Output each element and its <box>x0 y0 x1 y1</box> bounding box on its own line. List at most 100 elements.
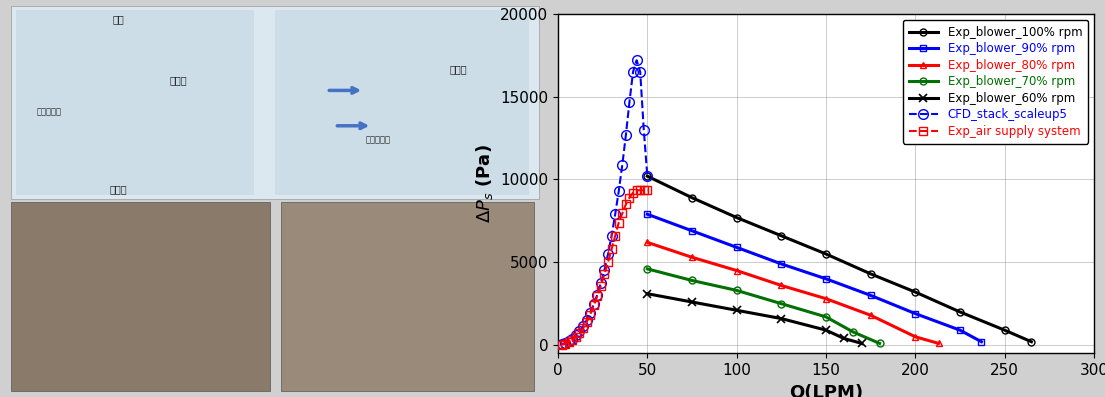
CFD_stack_scaleup5 <box>577 324 590 329</box>
Exp_air supply system <box>619 202 632 207</box>
Exp_blower_80% rpm <box>641 240 654 245</box>
Exp_blower_70% rpm <box>685 278 698 283</box>
Exp_blower_60% rpm <box>838 336 851 341</box>
Exp_blower_90% rpm <box>864 293 877 298</box>
Exp_blower_90% rpm <box>908 311 922 316</box>
CFD_stack_scaleup5 <box>558 341 571 345</box>
Exp_air supply system <box>558 341 571 346</box>
Exp_air supply system <box>623 195 636 200</box>
Exp_blower_70% rpm <box>819 314 833 319</box>
Exp_blower_80% rpm <box>908 334 922 339</box>
Exp_blower_100% rpm <box>730 215 744 220</box>
Exp_blower_60% rpm <box>775 316 788 321</box>
Line: CFD_stack_scaleup5: CFD_stack_scaleup5 <box>557 56 652 349</box>
Exp_blower_80% rpm <box>730 268 744 273</box>
Exp_air supply system <box>555 342 568 347</box>
Exp_blower_80% rpm <box>932 341 945 346</box>
Exp_blower_70% rpm <box>846 330 860 334</box>
Exp_air supply system <box>583 312 597 317</box>
Exp_air supply system <box>630 188 643 193</box>
Exp_blower_90% rpm <box>819 276 833 281</box>
Text: 유량계: 유량계 <box>450 64 467 74</box>
Exp_air supply system <box>562 340 576 345</box>
Exp_air supply system <box>572 331 586 336</box>
Exp_blower_80% rpm <box>819 296 833 301</box>
Legend: Exp_blower_100% rpm, Exp_blower_90% rpm, Exp_blower_80% rpm, Exp_blower_70% rpm,: Exp_blower_100% rpm, Exp_blower_90% rpm,… <box>903 20 1088 144</box>
Exp_air supply system <box>580 320 593 325</box>
Line: Exp_blower_70% rpm: Exp_blower_70% rpm <box>644 266 883 347</box>
Exp_blower_90% rpm <box>641 212 654 217</box>
CFD_stack_scaleup5 <box>580 318 593 323</box>
Line: Exp_blower_60% rpm: Exp_blower_60% rpm <box>643 289 866 347</box>
CFD_stack_scaleup5 <box>562 339 576 344</box>
CFD_stack_scaleup5 <box>612 189 625 193</box>
Exp_blower_70% rpm <box>641 266 654 271</box>
Exp_air supply system <box>598 272 611 277</box>
CFD_stack_scaleup5 <box>633 69 646 74</box>
Exp_blower_90% rpm <box>685 228 698 233</box>
X-axis label: Q(LPM): Q(LPM) <box>789 384 863 397</box>
CFD_stack_scaleup5 <box>615 162 629 167</box>
Exp_blower_90% rpm <box>730 245 744 250</box>
CFD_stack_scaleup5 <box>591 292 604 297</box>
Exp_blower_90% rpm <box>775 262 788 266</box>
FancyBboxPatch shape <box>11 202 270 391</box>
Exp_blower_90% rpm <box>954 328 967 333</box>
Exp_blower_60% rpm <box>855 341 869 346</box>
Exp_blower_70% rpm <box>730 288 744 293</box>
CFD_stack_scaleup5 <box>619 132 632 137</box>
Y-axis label: $\Delta P_s$ (Pa): $\Delta P_s$ (Pa) <box>474 144 495 223</box>
CFD_stack_scaleup5 <box>630 58 643 63</box>
CFD_stack_scaleup5 <box>598 267 611 272</box>
Exp_air supply system <box>566 338 579 343</box>
Exp_blower_80% rpm <box>685 255 698 260</box>
CFD_stack_scaleup5 <box>627 69 640 74</box>
CFD_stack_scaleup5 <box>566 336 579 341</box>
Exp_air supply system <box>601 260 614 265</box>
Exp_blower_100% rpm <box>864 272 877 276</box>
Exp_air supply system <box>577 326 590 331</box>
Exp_blower_70% rpm <box>873 341 886 346</box>
CFD_stack_scaleup5 <box>623 99 636 104</box>
Exp_air supply system <box>615 211 629 216</box>
Exp_air supply system <box>627 190 640 195</box>
CFD_stack_scaleup5 <box>594 281 608 285</box>
CFD_stack_scaleup5 <box>609 212 622 217</box>
Exp_air supply system <box>594 283 608 288</box>
Exp_blower_60% rpm <box>819 328 833 333</box>
FancyBboxPatch shape <box>11 6 539 198</box>
Exp_blower_100% rpm <box>685 195 698 200</box>
Exp_air supply system <box>587 303 600 308</box>
Exp_blower_100% rpm <box>819 252 833 256</box>
Exp_air supply system <box>612 220 625 225</box>
CFD_stack_scaleup5 <box>555 342 568 347</box>
CFD_stack_scaleup5 <box>601 252 614 256</box>
FancyBboxPatch shape <box>281 202 534 391</box>
Exp_blower_100% rpm <box>641 174 654 179</box>
CFD_stack_scaleup5 <box>583 310 597 315</box>
CFD_stack_scaleup5 <box>572 329 586 334</box>
Exp_blower_80% rpm <box>864 313 877 318</box>
Text: 송풍기: 송풍기 <box>169 75 187 86</box>
Exp_air supply system <box>591 293 604 298</box>
CFD_stack_scaleup5 <box>587 302 600 307</box>
CFD_stack_scaleup5 <box>606 233 619 238</box>
Text: 압력측정부: 압력측정부 <box>36 108 61 117</box>
Exp_blower_80% rpm <box>775 283 788 288</box>
Line: Exp_blower_90% rpm: Exp_blower_90% rpm <box>644 211 985 345</box>
FancyBboxPatch shape <box>275 10 528 195</box>
Exp_blower_100% rpm <box>775 233 788 238</box>
Exp_air supply system <box>609 233 622 238</box>
Exp_blower_60% rpm <box>730 308 744 313</box>
CFD_stack_scaleup5 <box>638 127 651 132</box>
Exp_air supply system <box>569 335 582 340</box>
Line: Exp_blower_100% rpm: Exp_blower_100% rpm <box>644 173 1035 345</box>
Exp_blower_100% rpm <box>1024 339 1038 344</box>
Exp_blower_100% rpm <box>954 310 967 314</box>
Exp_blower_60% rpm <box>641 291 654 296</box>
Line: Exp_blower_80% rpm: Exp_blower_80% rpm <box>644 239 941 347</box>
CFD_stack_scaleup5 <box>641 174 654 179</box>
Exp_air supply system <box>641 188 654 193</box>
FancyBboxPatch shape <box>17 10 253 195</box>
Exp_air supply system <box>638 188 651 193</box>
